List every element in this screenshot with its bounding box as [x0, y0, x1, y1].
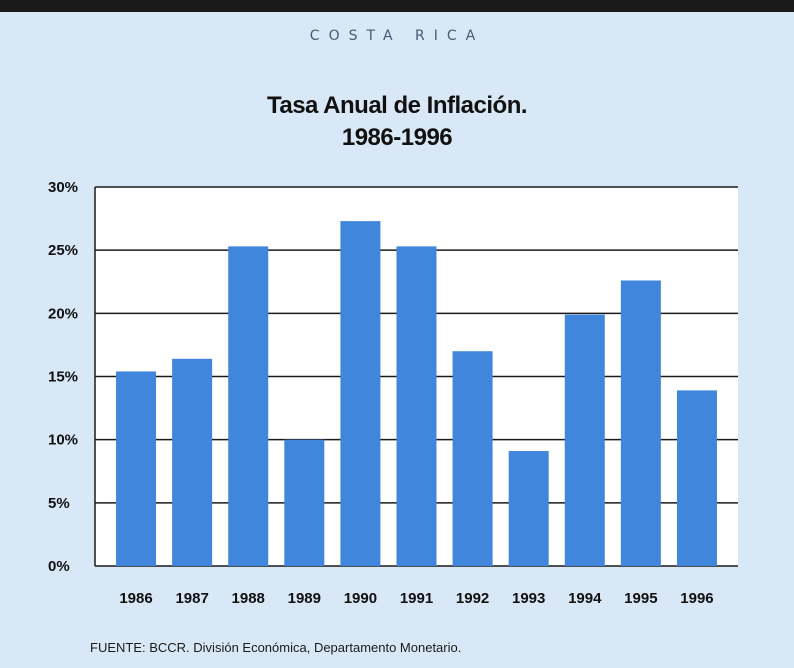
- x-tick-label: 1992: [456, 590, 489, 607]
- bar: [396, 246, 437, 567]
- chart-title-line-2: 1986-1996: [341, 124, 453, 151]
- y-tick-label: 0%: [48, 558, 70, 575]
- country-label: COSTA RICA: [309, 28, 485, 44]
- bar: [620, 280, 661, 566]
- x-tick-label: 1986: [119, 590, 152, 607]
- chart-title: Tasa Anual de Inflación. 1986-1996: [0, 90, 794, 154]
- top-border: [0, 0, 794, 12]
- bar: [676, 390, 717, 566]
- bar: [172, 358, 213, 566]
- source-note: FUENTE: BCCR. División Económica, Depart…: [90, 640, 462, 655]
- bar: [452, 351, 493, 566]
- y-tick-label: 20%: [48, 305, 78, 322]
- x-tick-label: 1993: [512, 590, 545, 607]
- bar: [228, 246, 269, 567]
- bar: [564, 314, 605, 566]
- x-tick-label: 1990: [344, 590, 377, 607]
- y-tick-label: 30%: [48, 179, 78, 196]
- y-tick-label: 5%: [48, 495, 70, 512]
- bar: [340, 221, 381, 567]
- x-tick-label: 1989: [288, 590, 321, 607]
- bar: [284, 439, 325, 566]
- y-tick-label: 15%: [48, 369, 78, 386]
- x-tick-label: 1994: [568, 590, 602, 607]
- bar: [116, 371, 157, 566]
- y-tick-label: 10%: [48, 432, 78, 449]
- x-tick-label: 1995: [624, 590, 657, 607]
- chart-title-line-1: Tasa Anual de Inflación.: [266, 92, 528, 119]
- x-tick-label: 1988: [232, 590, 265, 607]
- y-tick-label: 25%: [48, 242, 78, 259]
- x-tick-label: 1987: [175, 590, 208, 607]
- x-tick-label: 1991: [400, 590, 433, 607]
- x-tick-label: 1996: [680, 590, 713, 607]
- bar: [508, 451, 549, 566]
